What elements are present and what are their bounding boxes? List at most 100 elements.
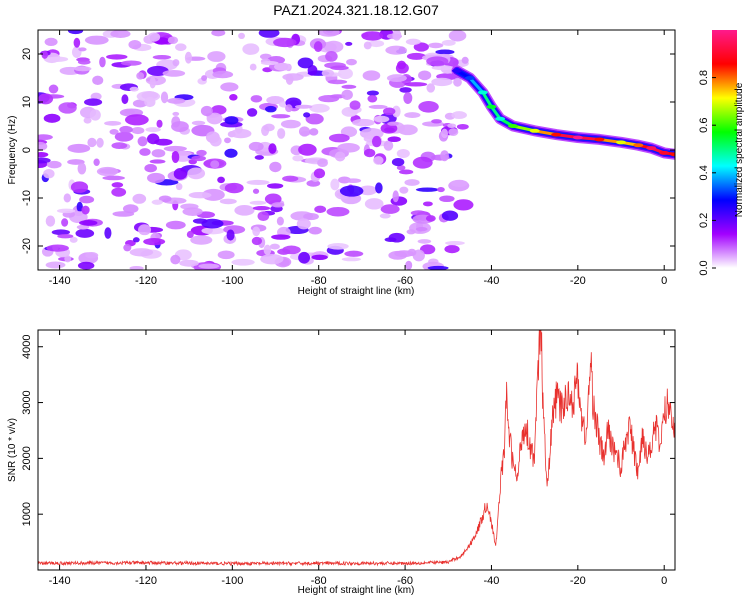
noise-blob xyxy=(132,99,148,108)
noise-blob xyxy=(313,41,323,53)
noise-blob xyxy=(123,244,132,252)
colorbar-label: Normalized spectral amplitude xyxy=(734,82,745,217)
noise-blob xyxy=(450,179,468,188)
snr-x-tick-label: -80 xyxy=(311,575,327,587)
noise-blob xyxy=(89,109,101,121)
spectrogram-y-tick-label: -10 xyxy=(21,190,33,206)
noise-blob xyxy=(317,30,340,37)
noise-blob xyxy=(132,193,147,204)
noise-blob xyxy=(282,175,299,182)
noise-blob xyxy=(48,84,59,94)
noise-blob xyxy=(252,206,271,211)
noise-blob xyxy=(298,251,311,264)
noise-blob xyxy=(200,105,213,117)
snr-y-label: SNR (10 * v/v) xyxy=(7,418,18,482)
noise-blob xyxy=(111,187,127,197)
noise-region xyxy=(38,30,474,270)
noise-blob xyxy=(242,43,260,55)
noise-blob xyxy=(77,162,87,175)
noise-blob xyxy=(171,151,180,164)
noise-blob xyxy=(220,82,239,92)
noise-blob xyxy=(234,205,255,216)
noise-blob xyxy=(46,244,69,252)
noise-blob xyxy=(282,245,301,255)
noise-blob xyxy=(308,226,322,235)
noise-blob xyxy=(428,42,444,49)
noise-blob xyxy=(252,226,261,237)
noise-blob xyxy=(224,148,238,158)
snr-x-tick-label: -40 xyxy=(484,575,500,587)
noise-blob xyxy=(201,75,208,82)
noise-blob xyxy=(373,156,384,165)
noise-blob xyxy=(179,259,199,267)
noise-blob xyxy=(445,241,465,246)
noise-blob xyxy=(136,72,145,80)
noise-blob xyxy=(64,255,72,263)
snr-y-tick-label: 1000 xyxy=(21,502,33,526)
colorbar-tick-label: 0.2 xyxy=(698,213,710,228)
noise-blob xyxy=(405,38,421,45)
noise-blob xyxy=(104,227,112,239)
noise-blob xyxy=(456,123,469,130)
noise-blob xyxy=(271,202,285,208)
noise-blob xyxy=(361,31,384,41)
chart-title: PAZ1.2024.321.18.12.G07 xyxy=(273,2,439,18)
noise-blob xyxy=(175,183,183,191)
signal-track-point xyxy=(572,135,583,140)
noise-blob xyxy=(151,149,166,158)
spectrogram-x-tick-label: -100 xyxy=(221,275,243,287)
noise-blob xyxy=(276,216,284,226)
spectrogram-x-ticks: -140 -120 -100 -80 -60 -40 -20 0 xyxy=(49,30,667,287)
noise-blob xyxy=(79,195,95,204)
snr-series-line xyxy=(38,330,675,567)
colorbar-ticks: 0.0 0.2 0.4 0.6 0.8 xyxy=(698,70,716,276)
noise-blob xyxy=(129,86,139,92)
noise-blob xyxy=(265,105,277,113)
noise-blob xyxy=(165,220,186,230)
noise-blob xyxy=(104,120,122,126)
noise-blob xyxy=(263,123,275,132)
noise-blob xyxy=(76,224,90,230)
noise-blob xyxy=(386,74,407,83)
snr-x-tick-label: -60 xyxy=(397,575,413,587)
noise-blob xyxy=(314,205,327,213)
noise-blob xyxy=(246,108,258,117)
noise-blob xyxy=(249,63,257,71)
noise-blob xyxy=(383,140,394,151)
noise-blob xyxy=(417,239,432,244)
noise-blob xyxy=(298,126,311,137)
noise-blob xyxy=(111,182,124,188)
noise-blob xyxy=(337,142,360,153)
noise-blob xyxy=(175,43,187,52)
noise-blob xyxy=(339,185,364,197)
noise-blob xyxy=(410,210,427,216)
signal-track-point xyxy=(464,76,475,80)
noise-blob xyxy=(209,135,222,147)
noise-blob xyxy=(422,201,433,207)
noise-blob xyxy=(380,204,400,214)
signal-track-point xyxy=(633,143,644,148)
noise-blob xyxy=(106,54,128,60)
noise-blob xyxy=(129,265,144,270)
noise-blob xyxy=(391,157,405,167)
snr-x-tick-label: -140 xyxy=(49,575,71,587)
noise-blob xyxy=(418,100,439,113)
noise-blob xyxy=(313,168,326,179)
spectrogram-x-tick-label: -60 xyxy=(397,275,413,287)
noise-blob xyxy=(76,201,83,212)
noise-blob xyxy=(96,166,119,177)
signal-track-point xyxy=(616,140,627,145)
snr-x-tick-label: -120 xyxy=(135,575,157,587)
snr-panel: -140 -120 -100 -80 -60 -40 -20 0 1000 2000 3000 40… xyxy=(7,329,676,596)
noise-blob xyxy=(412,156,433,169)
colorbar-tick-label: 0.8 xyxy=(698,70,710,85)
noise-blob xyxy=(398,169,414,175)
noise-blob xyxy=(191,155,206,162)
noise-blob xyxy=(447,123,457,129)
noise-blob xyxy=(145,127,161,133)
noise-blob xyxy=(149,76,156,89)
noise-blob xyxy=(212,70,234,79)
noise-blob xyxy=(158,195,172,203)
noise-blob xyxy=(210,160,220,169)
noise-blob xyxy=(305,113,324,125)
